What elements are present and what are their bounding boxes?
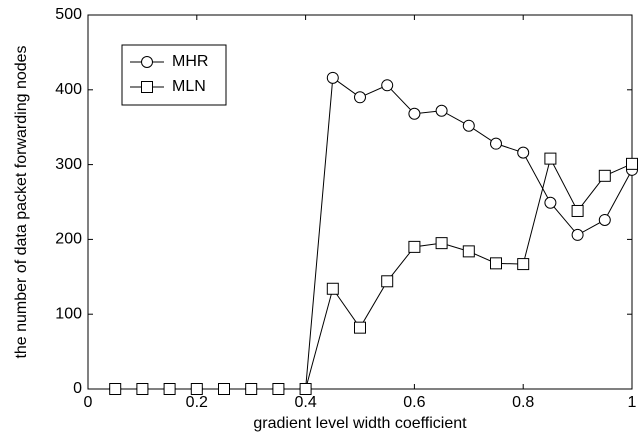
y-tick-label: 100	[55, 305, 82, 322]
marker-circle	[571, 228, 584, 241]
legend-label: MHR	[172, 53, 208, 70]
marker-circle	[408, 107, 421, 120]
marker-square	[571, 204, 584, 217]
marker-square	[435, 237, 448, 250]
x-tick-label: 1	[628, 394, 637, 411]
marker-circle	[598, 213, 611, 226]
x-tick-label: 0.8	[512, 394, 534, 411]
marker-circle	[141, 56, 153, 68]
legend-label: MLN	[172, 78, 206, 95]
marker-circle	[517, 146, 530, 159]
plot-frame	[87, 14, 633, 390]
series-line	[115, 76, 633, 390]
x-tick-label: 0.2	[186, 394, 208, 411]
marker-square	[136, 383, 149, 395]
marker-circle	[462, 119, 475, 132]
marker-circle	[326, 71, 339, 84]
x-axis-label: gradient level width coefficient	[253, 415, 467, 432]
y-tick-label: 400	[55, 81, 82, 98]
marker-square	[109, 383, 122, 395]
y-tick-label: 500	[55, 6, 82, 23]
marker-square	[326, 282, 339, 295]
marker-square	[517, 258, 530, 271]
marker-square	[408, 240, 421, 253]
y-tick-label: 0	[73, 380, 82, 397]
marker-square	[381, 275, 394, 288]
legend-box	[121, 44, 227, 106]
marker-square	[544, 152, 557, 165]
marker-square	[141, 81, 153, 93]
marker-square	[598, 169, 611, 182]
marker-square	[299, 383, 312, 395]
marker-circle	[490, 137, 502, 150]
marker-circle	[354, 91, 366, 104]
y-tick-label: 300	[55, 156, 82, 173]
y-axis-label: the number of data packet forwarding nod…	[13, 45, 30, 358]
marker-square	[245, 383, 258, 395]
marker-square	[626, 157, 638, 170]
marker-square	[272, 383, 285, 395]
marker-square	[462, 245, 475, 258]
x-tick-label: 0.6	[403, 394, 425, 411]
y-tick-label: 200	[55, 231, 82, 248]
marker-square	[218, 383, 230, 395]
marker-circle	[435, 104, 448, 117]
x-tick-label: 0.4	[294, 394, 316, 411]
x-tick-label: 0	[84, 394, 93, 411]
marker-square	[490, 257, 502, 270]
series-line	[115, 157, 633, 390]
marker-circle	[544, 196, 557, 209]
marker-square	[163, 383, 176, 395]
marker-circle	[381, 79, 394, 92]
marker-square	[190, 383, 203, 395]
marker-square	[354, 321, 366, 334]
